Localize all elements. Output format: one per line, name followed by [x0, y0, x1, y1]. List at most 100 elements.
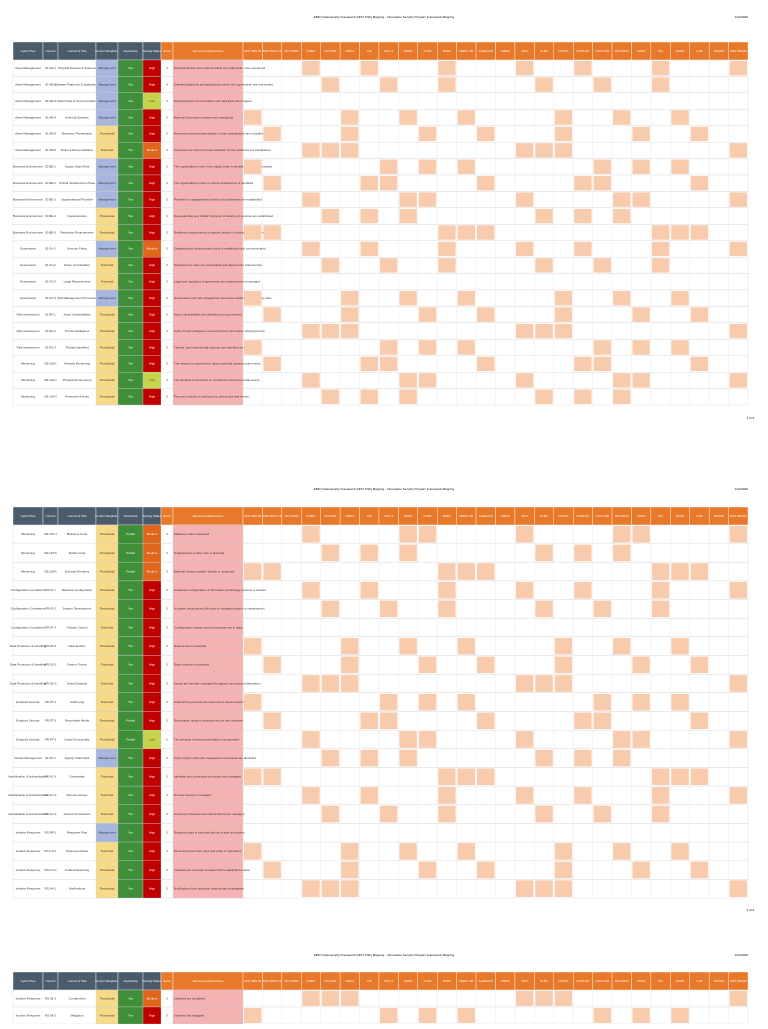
mapped-cell	[515, 581, 534, 599]
column-header: ISA 62443	[615, 514, 629, 518]
cell-text: Yes	[128, 214, 133, 218]
column-header: COSO	[637, 979, 647, 983]
cell-text: Asset Management	[15, 132, 41, 136]
mapped-cell	[399, 110, 417, 125]
cell-text: Governance	[20, 280, 37, 284]
cell-text: High	[149, 681, 156, 685]
mapped-cell	[632, 373, 650, 388]
cell-text: Yes	[128, 681, 133, 685]
cell-text: Technical	[101, 775, 114, 779]
mapped-cell	[302, 241, 320, 257]
cell-text: Procedural	[100, 868, 115, 872]
cell-text: Procedural	[100, 588, 115, 592]
column-header: COBIT	[306, 49, 315, 53]
mapped-cell	[515, 241, 534, 257]
mapped-cell	[302, 526, 320, 543]
mapped-cell	[477, 656, 495, 674]
mapped-cell	[651, 241, 670, 257]
cell-text: High	[149, 831, 156, 835]
column-header: Recommended Actions	[193, 979, 224, 983]
column-header: NIST 800-53	[244, 49, 261, 53]
column-header: CSA CCM	[595, 49, 609, 53]
cell-text: Technical	[101, 148, 114, 152]
cell-text: Threats Identified	[65, 345, 89, 349]
cell-text: 3	[166, 793, 168, 797]
column-header: AICPA	[676, 979, 685, 983]
cell-text: Yes	[128, 868, 133, 872]
cell-text: Yes	[128, 247, 133, 251]
page-number: 1 of 3	[746, 416, 754, 420]
column-header: Testing Status	[143, 979, 162, 983]
column-header: Score	[163, 514, 171, 518]
cell-text: PR.IP-3	[45, 625, 56, 629]
mapped-cell	[515, 192, 534, 207]
mapped-cell	[574, 544, 592, 562]
cell-text: Risk Management Processes	[57, 296, 97, 300]
cell-text: Supply Chain Role	[65, 165, 90, 169]
column-header: PCI DSS	[324, 49, 336, 53]
column-header: HITRUST	[576, 514, 589, 518]
doc-date: 12/2/2020	[735, 487, 749, 491]
mapped-cell	[302, 787, 320, 804]
cell-text: Procedural	[100, 329, 115, 333]
cell-text: Response plan is executed during or afte…	[174, 831, 245, 835]
cell-text: 3	[166, 625, 168, 629]
mapped-cell	[457, 843, 476, 860]
doc-date: 12/2/2020	[735, 953, 749, 957]
column-header: FFIEC	[443, 979, 452, 983]
cell-text: 3	[166, 775, 168, 779]
mapped-cell	[477, 768, 495, 786]
mapped-cell	[244, 340, 262, 355]
cell-text: Low	[149, 99, 155, 103]
mapped-cell	[632, 192, 650, 207]
cell-text: ID.BE-5	[45, 230, 56, 234]
column-header: ITIL	[658, 514, 663, 518]
cell-text: Medium	[147, 247, 158, 251]
mapped-cell	[399, 526, 417, 543]
cell-text: Procedural	[100, 378, 115, 382]
column-header: Control	[46, 514, 56, 518]
mapped-cell	[593, 805, 612, 823]
cell-text: 3	[166, 868, 168, 872]
cell-text: Cybersecurity roles are coordinated and …	[174, 263, 262, 267]
cell-text: ID.AM-1	[45, 66, 56, 70]
mapped-cell	[379, 159, 398, 174]
cell-text: Yes	[128, 700, 133, 704]
column-header: ITIL	[658, 979, 663, 983]
mapped-cell	[302, 373, 320, 388]
cell-text: Personnel Roles	[66, 849, 89, 853]
column-header: CIS	[367, 979, 372, 983]
cell-text: Asset Management	[15, 148, 41, 152]
cell-text: 3	[166, 197, 168, 201]
column-header: HITRUST	[576, 49, 589, 53]
mapped-cell	[244, 159, 262, 174]
cell-text: Medium	[147, 569, 158, 573]
mapped-cell	[613, 208, 631, 224]
cell-text: High	[149, 625, 156, 629]
column-header: CIS	[367, 49, 372, 53]
cell-text: Medium	[147, 551, 158, 555]
mapped-cell	[321, 600, 340, 618]
cell-text: Personnel know their roles and order of …	[174, 849, 242, 853]
mapped-cell	[574, 241, 592, 257]
mapped-cell	[302, 991, 320, 1006]
mapped-cell	[418, 192, 437, 207]
column-header: CMMC	[501, 514, 511, 518]
column-header: ISO 27001	[284, 514, 299, 518]
cell-text: 3	[166, 756, 168, 760]
cell-text: Configuration change control processes a…	[174, 625, 244, 629]
mapped-cell	[321, 77, 340, 92]
cell-text: Yes	[128, 230, 133, 234]
cell-text: Business Environment	[13, 181, 43, 185]
mapped-cell	[554, 323, 573, 339]
mapped-cell	[554, 861, 573, 879]
cell-text: Procedural	[100, 312, 115, 316]
cell-text: Yes	[128, 296, 133, 300]
mapped-cell	[554, 656, 573, 674]
mapped-cell	[321, 544, 340, 562]
cell-text: Procedural	[100, 345, 115, 349]
cell-text: PR.IP-2	[45, 607, 56, 611]
page-number: 2 of 3	[746, 908, 754, 912]
cell-text: A system development life cycle to manag…	[174, 607, 265, 611]
cell-text: 3	[166, 569, 168, 573]
